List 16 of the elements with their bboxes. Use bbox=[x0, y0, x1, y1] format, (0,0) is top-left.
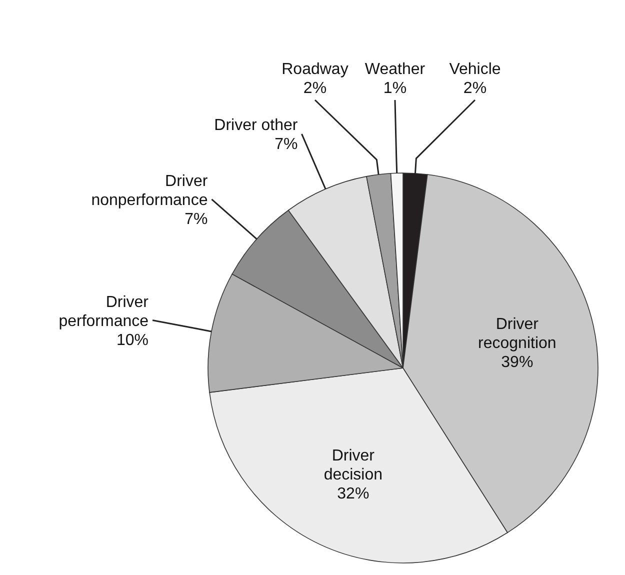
data-label: 39% bbox=[501, 354, 534, 372]
slice-label: Roadway bbox=[282, 61, 348, 78]
slice-label: Driver decision bbox=[324, 447, 383, 484]
data-label: 2% bbox=[463, 80, 487, 98]
slice-label: Weather bbox=[364, 61, 426, 78]
data-label: 10% bbox=[116, 332, 149, 349]
slice-label: Vehicle bbox=[449, 61, 501, 78]
data-label: 2% bbox=[303, 80, 327, 98]
data-label: 7% bbox=[184, 210, 208, 228]
data-label: 32% bbox=[337, 485, 370, 502]
slice-label: Driver other bbox=[214, 117, 298, 134]
slice-label: Driver nonperformance bbox=[91, 172, 208, 209]
data-label: 7% bbox=[274, 136, 298, 154]
data-label: 1% bbox=[383, 80, 407, 98]
slice-label: Driver performance bbox=[58, 294, 150, 330]
slice-label: Driver recognition bbox=[478, 316, 556, 352]
